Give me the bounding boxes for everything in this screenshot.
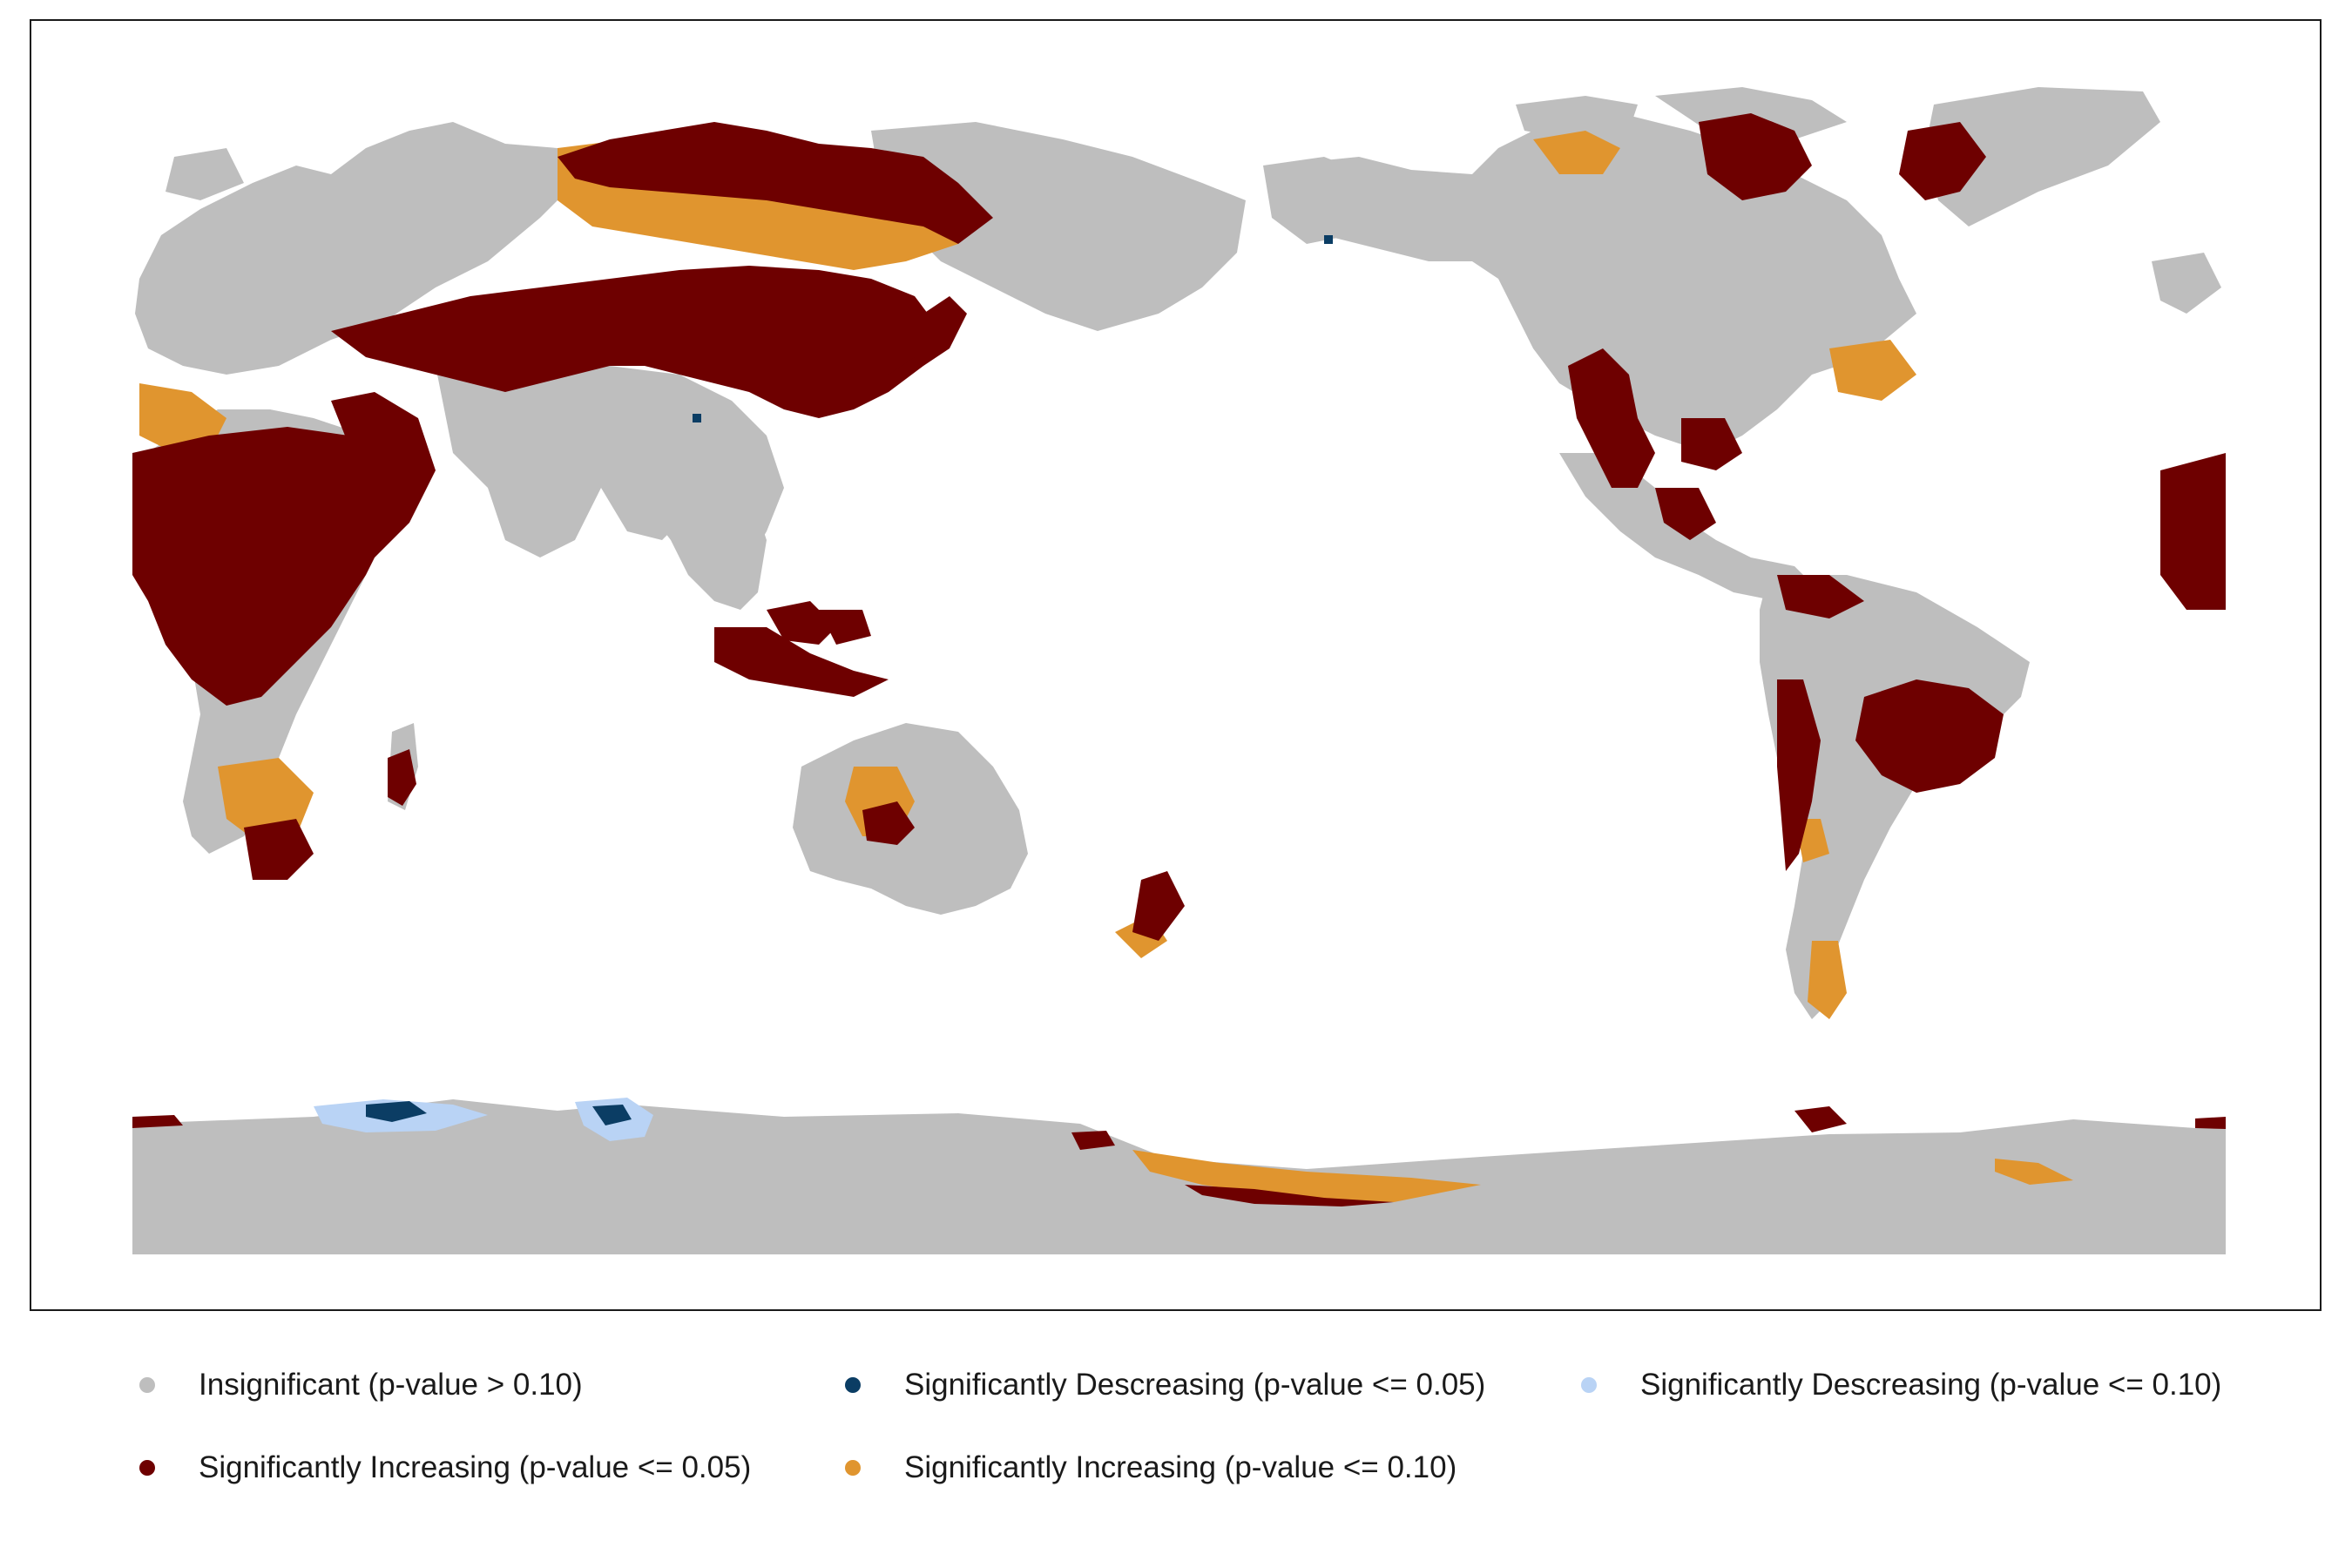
decreasing-05-regions [366, 235, 1333, 1125]
legend-label-decreasing-05: Significantly Descreasing (p-value <= 0.… [904, 1368, 1486, 1402]
legend-item-insignificant: Insignificant (p-value > 0.10) [139, 1359, 583, 1411]
legend-item-decreasing-05: Significantly Descreasing (p-value <= 0.… [845, 1359, 1485, 1411]
legend-swatch-decreasing-10 [1581, 1377, 1597, 1393]
legend-label-increasing-10: Significantly Increasing (p-value <= 0.1… [904, 1450, 1457, 1484]
legend-item-increasing-05: Significantly Increasing (p-value <= 0.0… [139, 1442, 751, 1494]
legend-swatch-increasing-05 [139, 1460, 155, 1476]
legend: Insignificant (p-value > 0.10) Significa… [0, 1359, 2352, 1533]
legend-label-increasing-05: Significantly Increasing (p-value <= 0.0… [199, 1450, 752, 1484]
legend-swatch-increasing-10 [845, 1460, 861, 1476]
legend-label-insignificant: Insignificant (p-value > 0.10) [199, 1368, 583, 1402]
legend-label-decreasing-10: Significantly Descreasing (p-value <= 0.… [1640, 1368, 2222, 1402]
insignificant-regions [132, 87, 2226, 1254]
legend-swatch-insignificant [139, 1377, 155, 1393]
legend-swatch-decreasing-05 [845, 1377, 861, 1393]
legend-item-increasing-10: Significantly Increasing (p-value <= 0.1… [845, 1442, 1456, 1494]
increasing-05-regions [132, 113, 2226, 1206]
legend-item-decreasing-10: Significantly Descreasing (p-value <= 0.… [1581, 1359, 2221, 1411]
